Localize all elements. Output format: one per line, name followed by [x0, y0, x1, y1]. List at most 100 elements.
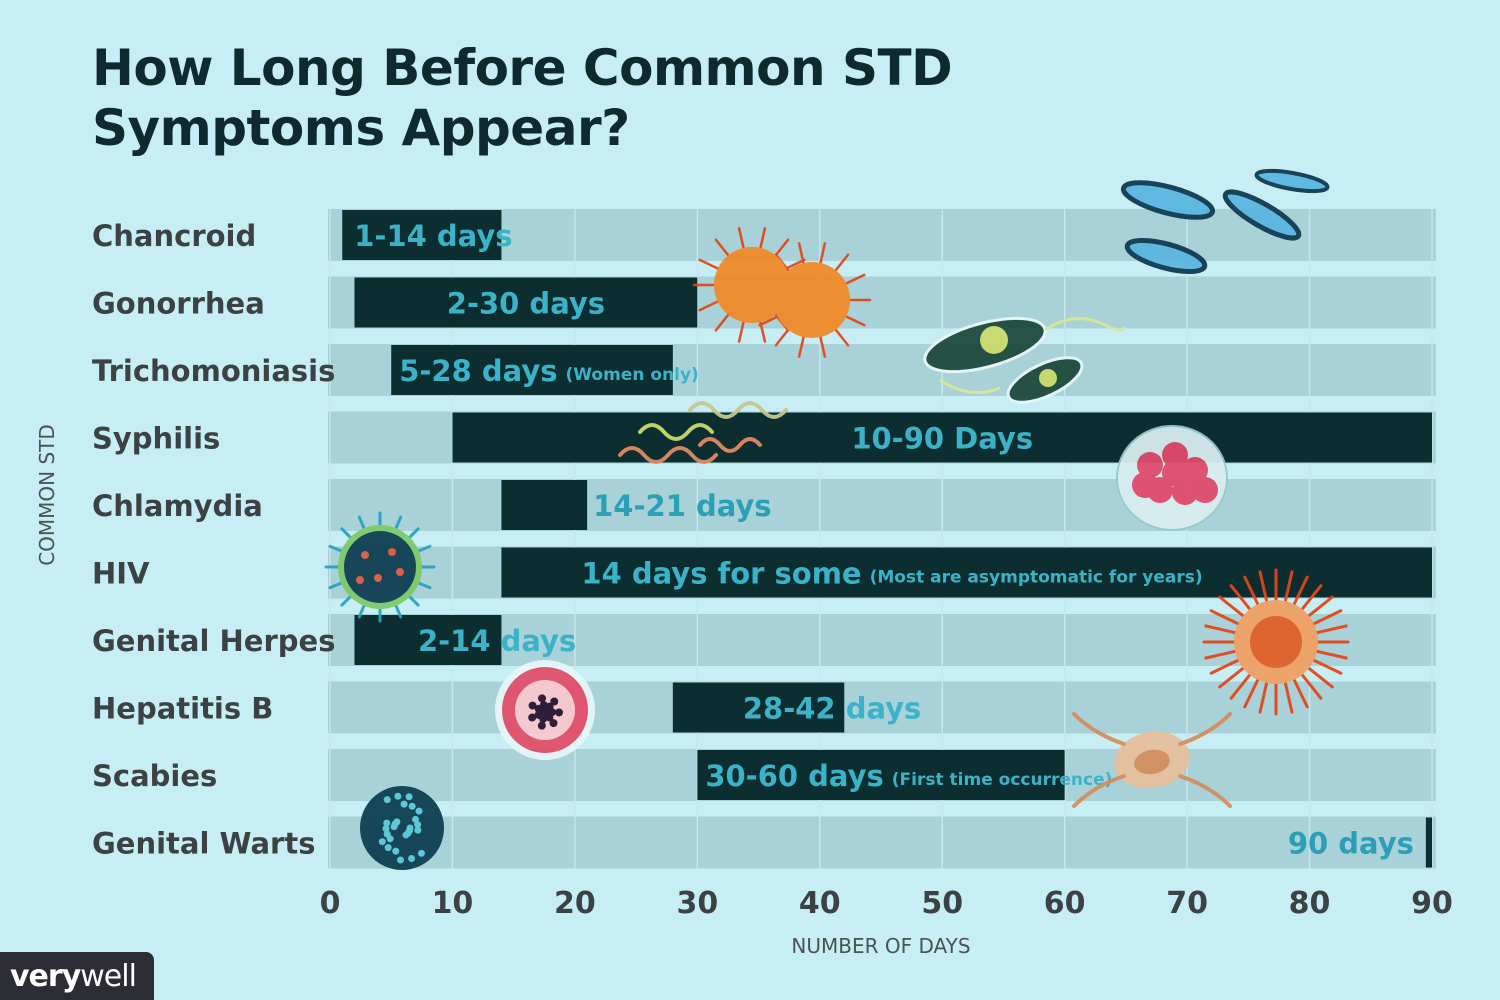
bar: [391, 345, 673, 395]
data-label-value: 30-60 days: [705, 759, 883, 793]
hpv-capsomere-icon: [393, 818, 401, 826]
hpv-capsomere-icon: [384, 844, 392, 852]
mite-leg-icon: [1072, 774, 1126, 808]
pilus-icon: [797, 242, 806, 267]
data-label-note: (Women only): [566, 365, 699, 385]
data-label-value: 14 days for some: [581, 557, 861, 591]
nucleus-icon: [1039, 369, 1057, 387]
virus-spike-icon: [1304, 595, 1334, 620]
hpv-capsomere-icon: [408, 855, 416, 863]
data-label-note: (Most are asymptomatic for years): [870, 568, 1203, 588]
bacillus-icon: [1120, 180, 1216, 220]
virus-spike-icon: [1298, 670, 1323, 700]
chlamydia-body-icon: [1162, 442, 1188, 468]
virus-spike-icon: [328, 544, 345, 554]
data-label: 14 days for some (Most are asymptomatic f…: [581, 557, 1202, 591]
pilus-icon: [797, 333, 806, 358]
hpv-capsomere-icon: [414, 821, 422, 829]
bar: [342, 210, 502, 260]
hpv-capsomere-icon: [383, 796, 391, 804]
hpv-capsomere-icon: [394, 792, 402, 800]
spirochete-icon: [618, 446, 718, 464]
pilus-icon: [758, 227, 767, 252]
category-label: Hepatitis B: [92, 692, 273, 726]
category-label: Scabies: [92, 759, 217, 793]
spirochete-icon: [638, 423, 714, 441]
x-tick-label: 40: [799, 886, 841, 921]
hpv-capsomere-icon: [382, 825, 390, 833]
pilus-icon: [833, 253, 850, 274]
bar: [672, 682, 845, 733]
mite-leg-icon: [1072, 712, 1126, 746]
hpv-capsomere-icon: [408, 802, 416, 810]
hepatitis-dot-icon: [541, 708, 549, 716]
bar-group: [342, 210, 1432, 868]
virus-spike-icon: [1243, 575, 1262, 610]
data-label: 90 days: [1288, 827, 1414, 861]
virus-spike-icon: [406, 593, 420, 607]
virus-spike-icon: [1290, 674, 1309, 709]
chart-title-line-1: How Long Before Common STD: [92, 39, 953, 97]
virus-spike-icon: [1209, 609, 1244, 628]
hiv-core-icon: [344, 531, 416, 603]
hpv-capsomere-icon: [400, 800, 408, 808]
virus-dot-icon: [388, 548, 396, 556]
virus-spike-icon: [1204, 624, 1241, 636]
hepatitis-dot-icon: [550, 697, 559, 706]
pilus-icon: [818, 242, 827, 267]
category-label: Genital Warts: [92, 827, 315, 861]
herpes-core-icon: [1250, 616, 1302, 668]
category-label: Gonorrhea: [92, 287, 265, 321]
virus-spike-icon: [1282, 677, 1294, 714]
pilus-icon: [714, 238, 731, 259]
data-label-value: 5-28 days: [399, 354, 557, 388]
virus-spike-icon: [340, 593, 354, 607]
chlamydia-body-icon: [1192, 477, 1218, 503]
virus-spike-icon: [415, 544, 432, 554]
virus-spike-icon: [1308, 656, 1343, 675]
pilus-icon: [698, 258, 721, 271]
data-label: 28-42 days: [743, 692, 921, 726]
gonorrhea-bacterium-icon: [714, 247, 790, 323]
hepatitis-dot-icon: [538, 694, 547, 703]
data-label-value: 10-90 Days: [851, 422, 1033, 456]
data-label: 5-28 days (Women only): [399, 354, 699, 388]
virus-spike-icon: [1218, 595, 1248, 620]
data-label-value: 1-14 days: [354, 219, 512, 253]
hpv-capsomere-icon: [405, 793, 413, 801]
x-tick-label: 60: [1044, 886, 1086, 921]
bar: [1425, 817, 1432, 868]
virus-spike-icon: [1243, 674, 1262, 709]
x-tick-label: 80: [1289, 886, 1331, 921]
mite-leg-icon: [1178, 712, 1232, 746]
hepatitis-dot-icon: [554, 708, 563, 717]
category-label: Chancroid: [92, 219, 256, 253]
data-label-value: 14-21 days: [593, 489, 771, 523]
y-axis-title: COMMON STD: [35, 424, 59, 566]
x-tick-label: 90: [1411, 886, 1453, 921]
data-label: 10-90 Days: [851, 422, 1033, 456]
virus-spike-icon: [1229, 584, 1254, 614]
hepatitis-dot-icon: [528, 713, 537, 722]
x-tick-label: 20: [554, 886, 596, 921]
brand-logo-part-2: well: [80, 958, 137, 994]
data-label-value: 2-14 days: [418, 624, 576, 658]
hpv-capsomere-icon: [417, 849, 425, 857]
data-label: 1-14 days: [354, 219, 512, 253]
spirochete-icon: [698, 437, 762, 453]
virus-dot-icon: [396, 568, 404, 576]
virus-spike-icon: [1290, 575, 1309, 610]
virus-spike-icon: [357, 602, 367, 619]
bar: [354, 277, 698, 328]
virus-spike-icon: [1282, 570, 1294, 607]
virus-spike-icon: [393, 602, 403, 619]
row-track: [328, 479, 1436, 531]
bar: [354, 615, 502, 665]
brand-logo-part-1: very: [10, 958, 81, 994]
chlamydia-body-icon: [1132, 472, 1158, 498]
virus-spike-icon: [340, 527, 354, 541]
data-label-value: 90 days: [1288, 827, 1414, 861]
bacillus-icon: [1222, 189, 1302, 241]
virus-spike-icon: [1204, 648, 1241, 660]
